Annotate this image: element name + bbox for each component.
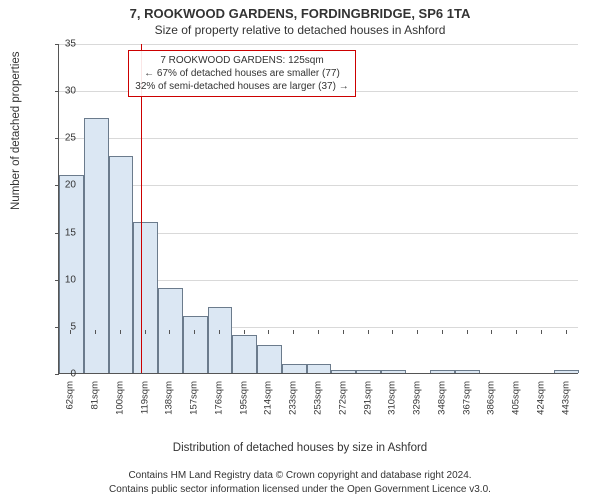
xtick-mark [491,330,492,334]
ytick-label: 20 [65,180,76,191]
histogram-bar [282,364,307,373]
xtick-label: 195sqm [238,381,249,415]
xtick-mark [368,330,369,334]
ytick-label: 25 [65,133,76,144]
xtick-mark [145,330,146,334]
histogram-bar [356,370,381,373]
annotation-line-2: ← 67% of detached houses are smaller (77… [135,67,349,80]
xtick-mark [293,330,294,334]
ytick-mark [55,44,59,45]
xtick-mark [541,330,542,334]
grid-line [59,44,578,45]
histogram-bar [158,288,183,373]
xtick-label: 272sqm [337,381,348,415]
ytick-label: 0 [70,369,76,380]
xtick-mark [120,330,121,334]
xtick-label: 81sqm [90,381,101,410]
xtick-label: 310sqm [387,381,398,415]
histogram-bar [232,335,257,373]
xtick-mark [318,330,319,334]
histogram-bar [133,222,158,373]
histogram-bar [381,370,406,373]
histogram-bar [84,118,109,373]
xtick-label: 138sqm [164,381,175,415]
y-axis-label: Number of detached properties [10,51,22,210]
xtick-label: 424sqm [535,381,546,415]
histogram-bar [208,307,233,373]
ytick-label: 35 [65,39,76,50]
footer-credits: Contains HM Land Registry data © Crown c… [0,469,600,496]
footer-line-2: Contains public sector information licen… [0,483,600,497]
xtick-mark [467,330,468,334]
histogram-bar [455,370,480,373]
xtick-mark [442,330,443,334]
histogram-bar [307,364,332,373]
xtick-mark [343,330,344,334]
ytick-mark [55,91,59,92]
xtick-mark [268,330,269,334]
xtick-mark [169,330,170,334]
histogram-bar [183,316,208,373]
chart-area: 7 ROOKWOOD GARDENS: 125sqm ← 67% of deta… [58,44,578,404]
xtick-label: 405sqm [511,381,522,415]
xtick-mark [516,330,517,334]
histogram-bar [430,370,455,373]
ytick-mark [55,138,59,139]
annotation-line-3: 32% of semi-detached houses are larger (… [135,80,349,93]
xtick-mark [566,330,567,334]
xtick-label: 367sqm [461,381,472,415]
title-sub: Size of property relative to detached ho… [0,23,600,37]
histogram-bar [554,370,579,373]
chart-titles: 7, ROOKWOOD GARDENS, FORDINGBRIDGE, SP6 … [0,0,600,37]
xtick-mark [194,330,195,334]
xtick-label: 233sqm [288,381,299,415]
xtick-mark [219,330,220,334]
xtick-mark [70,330,71,334]
grid-line [59,185,578,186]
xtick-label: 443sqm [560,381,571,415]
histogram-bar [109,156,134,373]
xtick-label: 176sqm [213,381,224,415]
xtick-mark [95,330,96,334]
xtick-mark [417,330,418,334]
xtick-label: 119sqm [139,381,150,414]
x-axis-label: Distribution of detached houses by size … [0,442,600,454]
ytick-mark [55,374,59,375]
xtick-label: 157sqm [189,381,200,415]
xtick-label: 253sqm [313,381,324,415]
xtick-mark [244,330,245,334]
ytick-label: 10 [65,274,76,285]
footer-line-1: Contains HM Land Registry data © Crown c… [0,469,600,483]
xtick-label: 214sqm [263,381,274,415]
xtick-mark [392,330,393,334]
xtick-label: 348sqm [436,381,447,415]
histogram-bar [331,370,356,373]
xtick-label: 291sqm [362,381,373,415]
ytick-label: 30 [65,86,76,97]
title-main: 7, ROOKWOOD GARDENS, FORDINGBRIDGE, SP6 … [0,6,600,21]
xtick-label: 329sqm [412,381,423,415]
annotation-box: 7 ROOKWOOD GARDENS: 125sqm ← 67% of deta… [128,50,356,97]
xtick-label: 100sqm [114,381,125,415]
xtick-label: 386sqm [486,381,497,415]
ytick-label: 15 [65,227,76,238]
annotation-line-1: 7 ROOKWOOD GARDENS: 125sqm [135,54,349,67]
histogram-bar [257,345,282,373]
xtick-label: 62sqm [65,381,76,410]
grid-line [59,138,578,139]
